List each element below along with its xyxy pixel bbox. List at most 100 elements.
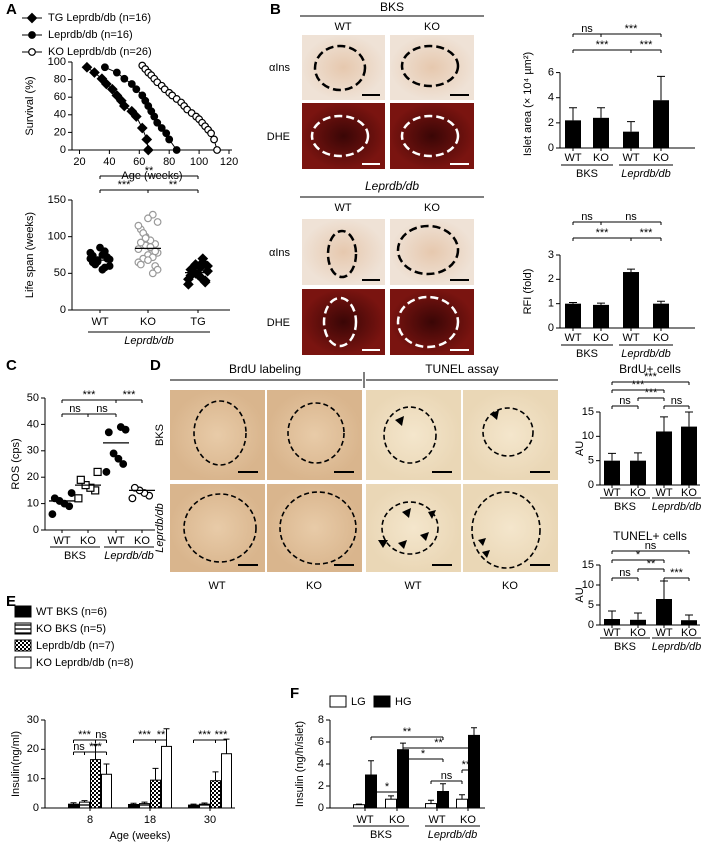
bar [353, 804, 365, 809]
panel-label: D [150, 357, 161, 374]
bar [397, 749, 409, 809]
error-bar [597, 107, 605, 118]
legend-label: LG [351, 696, 366, 708]
islet-outline [400, 114, 460, 158]
sig-label: *** [625, 23, 639, 35]
x-tick-label: KO [593, 152, 609, 164]
error-bar [428, 799, 434, 804]
x-axis-label: Age (weeks) [109, 830, 170, 842]
islet-outline [313, 44, 367, 92]
x-tick-label: 60 [133, 156, 145, 168]
x-tick-label: 8 [87, 814, 93, 826]
error-bar [685, 614, 693, 621]
bar [653, 303, 669, 328]
marker [93, 257, 102, 266]
column-label: WT [334, 21, 351, 33]
group-label: BKS [64, 550, 86, 562]
row-label: BKS [154, 424, 166, 446]
bar [79, 801, 90, 809]
marker [104, 428, 113, 437]
sig-label: *** [640, 227, 654, 239]
y-tick-label: 80 [54, 74, 66, 86]
error-bar [440, 783, 446, 792]
image-title: Leprdb/db [365, 179, 419, 193]
bar [199, 803, 210, 809]
y-tick-label: 0 [548, 322, 554, 334]
sig-label: ns [619, 567, 631, 579]
sig-label: ** [647, 558, 656, 570]
panel-label: A [6, 1, 17, 18]
micrograph [302, 289, 385, 355]
bar [128, 803, 139, 809]
sig-label: ns [581, 211, 593, 223]
y-tick-label: 0 [588, 619, 594, 631]
x-tick-label: WT [622, 152, 639, 164]
bar [681, 426, 697, 485]
marker [112, 68, 121, 77]
sig-label: *** [640, 39, 654, 51]
x-tick-label: KO [80, 535, 96, 547]
x-tick-label: WT [428, 814, 445, 826]
x-tick-label: WT [622, 332, 639, 344]
y-tick-label: 10 [27, 773, 39, 785]
marker [136, 122, 148, 134]
y-axis-label: Insulin(ng/ml) [10, 731, 22, 797]
error-bar [627, 121, 635, 132]
y-tick-label: 10 [582, 430, 594, 442]
y-tick-label: 30 [27, 714, 39, 726]
column-label: WT [404, 580, 421, 592]
islet-outline [322, 296, 358, 348]
sig-label: ns [581, 23, 593, 35]
bar [90, 759, 101, 809]
error-bar [634, 612, 642, 620]
y-tick-label: 5 [588, 455, 594, 467]
chart-title: TUNEL+ cells [613, 529, 687, 543]
micrograph [170, 484, 265, 572]
group-label: BKS [576, 168, 598, 180]
survival-line [86, 66, 149, 151]
error-bar [471, 727, 477, 736]
x-tick-label: WT [356, 814, 373, 826]
marker [132, 85, 141, 94]
islet-outline [326, 229, 358, 279]
legend-marker [28, 31, 36, 39]
legend-swatch [329, 695, 347, 708]
error-bar [190, 803, 197, 806]
bar [623, 131, 639, 148]
bar [150, 779, 161, 809]
sig-label: ** [434, 737, 443, 749]
column-label: WT [208, 580, 225, 592]
y-tick-label: 0 [60, 304, 66, 316]
y-tick-label: 20 [27, 471, 39, 483]
bar [653, 100, 669, 148]
panel-label: B [270, 1, 281, 18]
legend-swatch [14, 656, 32, 669]
error-bar [569, 107, 577, 121]
sig-label: ns [645, 540, 657, 552]
group-label: Leprdb/db [104, 550, 154, 562]
marker [144, 214, 152, 223]
marker [150, 112, 159, 121]
group-label: Leprdb/db [124, 335, 174, 347]
legend-label: KO BKS (n=5) [36, 623, 106, 635]
x-tick-label: KO [460, 814, 476, 826]
micrograph [302, 103, 385, 169]
marker [134, 221, 143, 230]
panel-b-images: BKS WT KO αIns DHE Leprdb/db WT KO αIns … [267, 0, 484, 355]
sig-label: *** [118, 179, 132, 191]
y-tick-label: 0 [33, 524, 39, 536]
x-tick-label: 18 [144, 814, 156, 826]
y-tick-label: 100 [48, 231, 66, 243]
bar [565, 303, 581, 328]
marker [116, 423, 125, 431]
column-label: KO [306, 580, 322, 592]
bar [210, 780, 221, 809]
row-label: DHE [267, 131, 290, 143]
y-tick-label: 0 [318, 802, 324, 814]
marker [130, 111, 142, 122]
marker [136, 238, 145, 247]
marker [190, 259, 201, 270]
x-tick-label: WT [603, 487, 620, 499]
